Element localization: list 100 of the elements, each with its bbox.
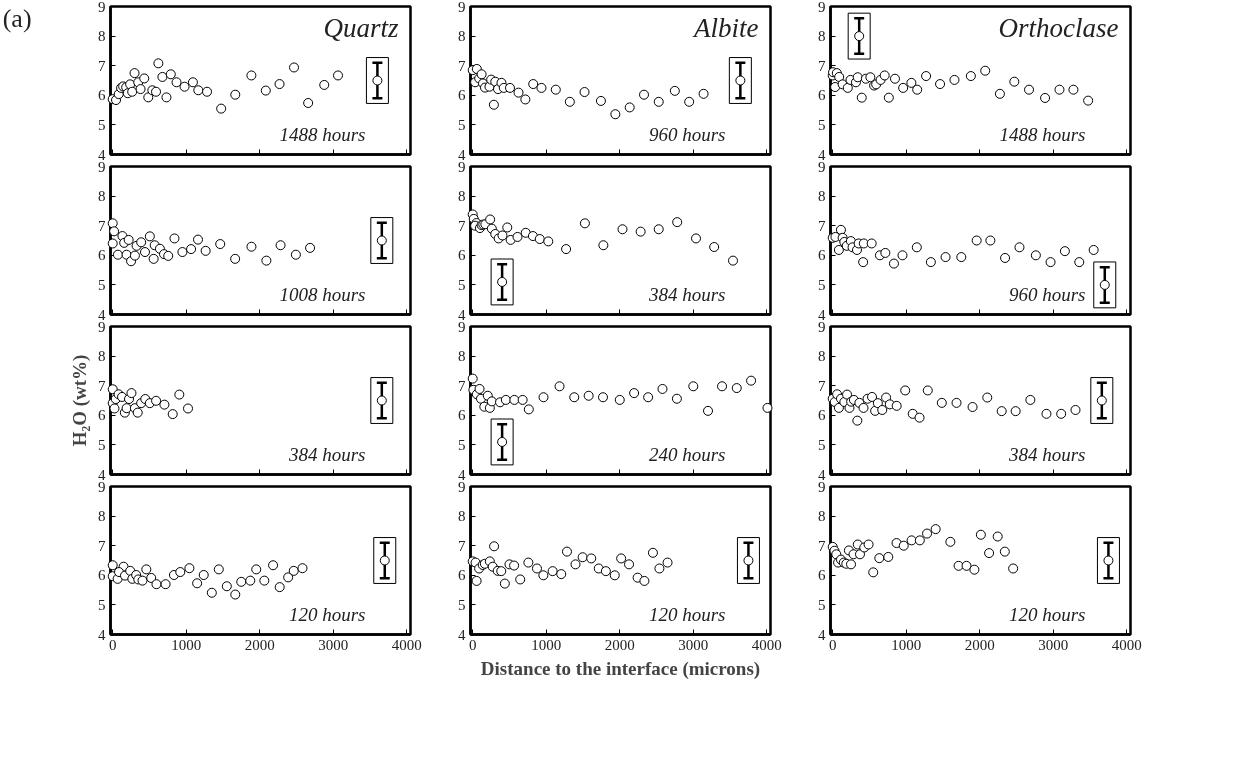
y-tick-label: 5 — [98, 436, 106, 453]
text: 1008 hours — [279, 283, 366, 305]
point — [184, 563, 195, 574]
point — [274, 79, 285, 90]
point — [994, 88, 1005, 99]
point — [879, 70, 890, 81]
y-tick-label: 7 — [98, 377, 106, 394]
point — [1030, 250, 1041, 261]
point — [914, 412, 925, 423]
y-tick-label: 7 — [818, 217, 826, 234]
point — [961, 560, 972, 571]
point — [509, 560, 520, 571]
point — [509, 394, 520, 405]
point — [163, 250, 174, 261]
point — [283, 572, 294, 583]
y-tick-label: 7 — [458, 537, 466, 554]
y-tick-label: 5 — [818, 276, 826, 293]
point — [616, 553, 627, 564]
point — [1024, 84, 1035, 95]
point — [538, 392, 549, 403]
y-tick-label: 4 — [458, 626, 466, 643]
y-tick-label: 7 — [818, 537, 826, 554]
point — [497, 436, 508, 447]
point — [888, 258, 899, 269]
point — [856, 92, 867, 103]
point — [517, 394, 528, 405]
y-tick-label: 4 — [98, 626, 106, 643]
point — [171, 77, 182, 88]
point — [600, 566, 611, 577]
point — [854, 549, 865, 560]
point — [1099, 279, 1110, 290]
point — [657, 383, 668, 394]
point — [854, 31, 865, 42]
point — [556, 569, 567, 580]
point — [186, 244, 197, 255]
point — [547, 566, 558, 577]
point — [925, 257, 936, 268]
point — [969, 564, 980, 575]
point — [165, 69, 176, 80]
y-tick-label: 4 — [98, 146, 106, 163]
point — [996, 406, 1007, 417]
point — [975, 529, 986, 540]
point — [635, 226, 646, 237]
point — [1010, 406, 1021, 417]
point — [160, 579, 171, 590]
point — [907, 408, 918, 419]
point — [930, 524, 941, 535]
text: 240 hours — [648, 443, 726, 465]
point — [614, 394, 625, 405]
point — [852, 72, 863, 83]
point — [261, 255, 272, 266]
point — [867, 391, 878, 402]
point — [936, 397, 947, 408]
y-tick-label: 8 — [98, 28, 106, 45]
point — [858, 402, 869, 413]
point — [735, 75, 746, 86]
y-tick-label: 8 — [818, 348, 826, 365]
point — [192, 578, 203, 589]
x-tick-label: 2000 — [964, 636, 995, 653]
point — [965, 71, 976, 82]
text: 120 hours — [288, 603, 366, 625]
point — [169, 233, 180, 244]
point — [1014, 242, 1025, 253]
y-tick-label: 9 — [458, 0, 466, 15]
point — [126, 388, 137, 399]
point — [852, 415, 863, 426]
y-tick-label: 6 — [458, 247, 466, 264]
point — [297, 563, 308, 574]
point — [1045, 257, 1056, 268]
point — [698, 88, 709, 99]
point — [653, 96, 664, 107]
x-tick-label: 1000 — [531, 636, 562, 653]
point — [1059, 246, 1070, 257]
point — [183, 403, 193, 414]
point — [1074, 257, 1085, 268]
point — [833, 402, 844, 413]
point — [842, 82, 853, 93]
point — [230, 253, 241, 264]
point — [121, 403, 132, 414]
point — [703, 405, 713, 416]
x-axis-title: Distance to the interface (microns) — [480, 657, 761, 680]
point — [550, 84, 561, 95]
y-tick-label: 6 — [458, 407, 466, 424]
point — [536, 82, 547, 93]
x-tick-label: 0 — [468, 636, 477, 653]
point — [554, 381, 565, 392]
point — [731, 383, 742, 394]
chart-title: Albite — [692, 12, 759, 43]
point — [846, 559, 857, 570]
point — [951, 397, 962, 408]
y-tick-label: 8 — [98, 188, 106, 205]
y-tick-label: 8 — [98, 348, 106, 365]
point — [617, 224, 628, 235]
point — [206, 587, 217, 598]
point — [717, 381, 728, 392]
point — [504, 82, 515, 93]
point — [531, 563, 542, 574]
y-tick-label: 4 — [458, 146, 466, 163]
point — [569, 392, 580, 403]
point — [515, 574, 526, 585]
